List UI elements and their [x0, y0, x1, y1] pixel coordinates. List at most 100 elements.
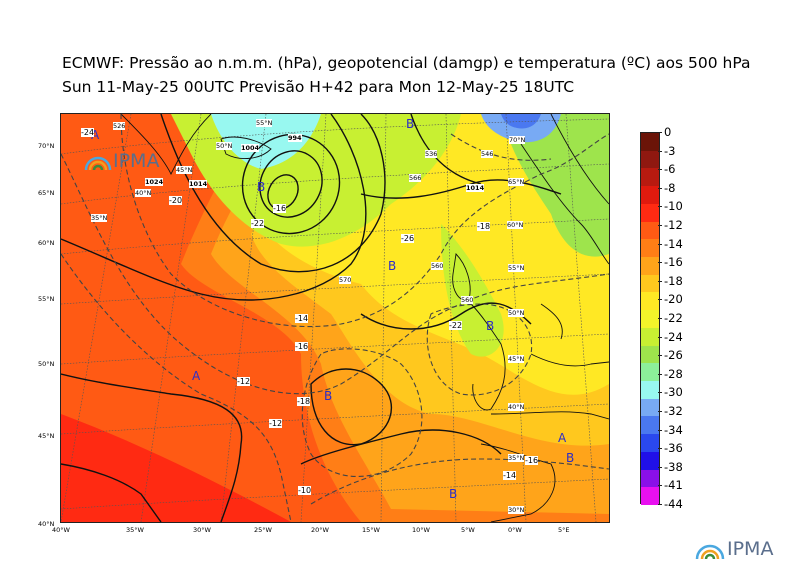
lon-label: 20°W	[311, 526, 329, 534]
colorbar-tick	[658, 187, 662, 189]
temperature-label: -12	[237, 377, 251, 386]
colorbar-segment	[641, 150, 659, 169]
colorbar-label: -41	[664, 478, 683, 493]
grid-label: 30°N	[508, 506, 525, 514]
isobar-label: 1004	[241, 144, 260, 152]
pressure-center-high: A	[558, 431, 567, 445]
colorbar-label: -16	[664, 255, 683, 270]
lon-label: 0°W	[508, 526, 522, 534]
lat-label: 60°N	[38, 239, 55, 247]
colorbar-label: -44	[664, 497, 683, 511]
colorbar-tick	[658, 355, 662, 357]
temperature-label: -10	[298, 486, 312, 495]
colorbar-segment	[641, 292, 659, 311]
grid-label: 45°N	[176, 166, 193, 174]
colorbar-segment	[641, 310, 659, 329]
pressure-center-high: A	[91, 128, 100, 142]
lat-label: 45°N	[38, 432, 55, 440]
colorbar-tick	[658, 336, 662, 338]
colorbar-label: -14	[664, 236, 683, 251]
colorbar-tick	[658, 280, 662, 282]
colorbar-tick	[658, 169, 662, 171]
colorbar-segment	[641, 221, 659, 240]
lon-label: 35°W	[126, 526, 144, 534]
colorbar-tick	[658, 318, 662, 319]
temperature-label: -18	[477, 222, 491, 231]
pressure-center-low: B	[449, 487, 458, 501]
ipma-arc-icon	[695, 544, 725, 560]
colorbar-label: 0	[664, 125, 672, 139]
isobar-label: 1014	[466, 184, 485, 192]
colorbar-segment	[641, 203, 659, 223]
colorbar-label: -28	[664, 366, 683, 381]
colorbar-label: -38	[664, 459, 683, 474]
colorbar-tick	[658, 225, 662, 226]
temperature-label: -16	[525, 456, 539, 465]
grid-label: 55°N	[508, 264, 525, 272]
temperature-colorbar	[640, 132, 660, 506]
colorbar-tick	[658, 504, 662, 505]
colorbar-label: -26	[664, 348, 683, 363]
colorbar-tick	[658, 466, 662, 468]
temperature-label: -22	[449, 321, 463, 330]
colorbar-segment	[641, 363, 659, 382]
temperature-label: -18	[297, 397, 311, 406]
grid-label: 50°N	[508, 309, 525, 317]
colorbar-label: -24	[664, 329, 683, 344]
weather-map: A B B A B B A B B B 55°N 50°N 45°N 40°N …	[60, 113, 610, 523]
temp-band-26	[501, 114, 609, 257]
temp-band-10	[61, 414, 291, 522]
geopotential-label: 536	[425, 150, 438, 158]
pressure-center-low: B	[406, 117, 415, 131]
dashed-contours	[61, 114, 609, 522]
grid-label: 45°N	[508, 355, 525, 363]
geopotential-label: 560	[461, 296, 474, 304]
colorbar-label: -34	[664, 422, 683, 437]
pressure-center-low: B	[324, 389, 333, 403]
lat-label: 70°N	[38, 142, 55, 150]
colorbar-tick	[658, 429, 662, 431]
ipma-arc-icon	[84, 156, 112, 171]
temp-band-30	[211, 114, 321, 169]
colorbar-tick	[658, 392, 662, 394]
colorbar-tick	[658, 485, 662, 487]
temperature-label: -24	[81, 128, 95, 137]
lat-label: 50°N	[38, 360, 55, 368]
grid-label: 50°N	[216, 142, 233, 150]
lon-label: 15°W	[362, 526, 380, 534]
isobar-label: 1014	[189, 180, 208, 188]
temperature-label: -20	[169, 196, 183, 205]
pressure-center-low: B	[257, 180, 266, 194]
isobar-label: 994	[288, 134, 302, 142]
colorbar-tick	[658, 448, 662, 450]
colorbar-segment	[641, 274, 659, 293]
pressure-center-low: B	[388, 259, 397, 273]
grid-label: 35°N	[91, 214, 108, 222]
lon-label: 10°W	[412, 526, 430, 534]
grid-label: 70°N	[509, 136, 526, 144]
geopotential-label: 570	[339, 276, 352, 284]
temperature-label: -14	[295, 314, 309, 323]
colorbar-label: -10	[664, 199, 683, 214]
colorbar-label: -8	[664, 180, 676, 195]
chart-title: ECMWF: Pressão ao n.m.m. (hPa), geopoten…	[62, 54, 751, 72]
lat-label: 40°N	[38, 520, 55, 528]
colorbar-tick	[658, 132, 662, 133]
geopotential-label: 526	[113, 122, 126, 130]
colorbar-tick	[658, 373, 662, 375]
temp-band-34	[501, 114, 541, 129]
grid-label: 40°N	[135, 189, 152, 197]
temperature-label: -14	[503, 471, 517, 480]
lon-label: 5°W	[461, 526, 475, 534]
coastlines	[120, 114, 609, 522]
colorbar-segment	[641, 257, 659, 276]
colorbar-segment	[641, 487, 659, 506]
geopotential-label: 566	[409, 174, 422, 182]
colorbar-segment	[641, 133, 659, 152]
pressure-center-high: A	[192, 369, 201, 383]
colorbar-label: -20	[664, 292, 683, 307]
grid-label: 40°N	[508, 403, 525, 411]
colorbar-label: -22	[664, 311, 683, 325]
grid-label: 60°N	[507, 221, 524, 229]
pressure-center-low: B	[566, 451, 575, 465]
